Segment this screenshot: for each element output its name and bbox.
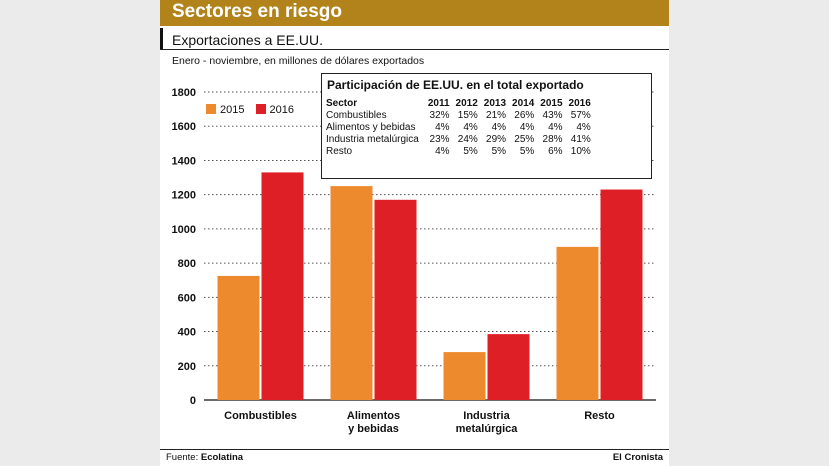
- share-table-header-0: Sector: [326, 98, 358, 109]
- share-table-box: Participación de EE.UU. en el total expo…: [321, 73, 652, 179]
- x-category-label: Combustibles: [224, 410, 297, 422]
- source-label: Fuente:: [166, 452, 199, 463]
- x-category-label: y bebidas: [348, 423, 399, 435]
- bar-2015-2: [330, 186, 373, 400]
- share-table-cell-0-6: 57%: [570, 110, 591, 121]
- y-tick-label: 1200: [172, 190, 196, 202]
- share-table-header-3: 2013: [483, 98, 507, 109]
- source-name: Ecolatina: [200, 452, 244, 463]
- bar-2016-1: [261, 172, 304, 400]
- legend-label-2016: 2016: [269, 104, 295, 116]
- x-category-label: Resto: [584, 410, 615, 422]
- share-table-cell-2-6: 41%: [570, 134, 591, 145]
- legend-swatch-2016: [255, 104, 266, 114]
- share-table-cell-2-5: 28%: [542, 134, 563, 145]
- share-table: Sector 2011 2012 2013 2014 2015 2016 Combustibl…: [326, 98, 594, 158]
- header-title: Sectores en riesgo: [172, 1, 343, 22]
- y-tick-label: 1000: [172, 224, 196, 236]
- x-category-label: metalúrgica: [456, 423, 519, 435]
- share-table-row: Alimentos y bebidas 4% 4% 4% 4% 4% 4%: [326, 122, 594, 134]
- share-table-title: Participación de EE.UU. en el total expo…: [327, 78, 584, 92]
- share-table-cell-1-6: 4%: [576, 122, 591, 133]
- y-tick-label: 800: [178, 258, 196, 270]
- footer-divider: [160, 449, 669, 450]
- share-table-cell-2-3: 29%: [486, 134, 507, 145]
- y-tick-label: 0: [190, 395, 196, 407]
- share-table-cell-3-1: 4%: [435, 146, 450, 157]
- share-table-cell-0-3: 21%: [486, 110, 507, 121]
- source-note: Fuente: Ecolatina: [166, 452, 243, 463]
- bar-2016-3: [487, 334, 530, 400]
- x-category-label: Alimentos: [347, 410, 400, 422]
- bar-2016-4: [600, 189, 643, 400]
- share-table-header-6: 2016: [568, 98, 591, 109]
- share-table-cell-3-2: 5%: [463, 146, 478, 157]
- share-table-cell-0-4: 26%: [514, 110, 535, 121]
- share-table-header-2: 2012: [455, 98, 478, 109]
- share-table-cell-1-3: 4%: [491, 122, 507, 133]
- bar-2015-1: [217, 275, 260, 400]
- share-table-cell-1-4: 4%: [519, 122, 535, 133]
- y-tick-label: 400: [178, 327, 196, 339]
- bar-2016-2: [374, 199, 417, 400]
- legend-item-2015: 2015: [206, 104, 244, 116]
- chart-legend: 2015 2016: [206, 104, 302, 116]
- legend-item-2016: 2016: [255, 104, 295, 116]
- y-tick-label: 1800: [172, 87, 196, 99]
- chart-description: Enero - noviembre, en millones de dólare…: [172, 55, 425, 67]
- share-table-cell-2-0: Industria metalúrgica: [326, 134, 419, 145]
- legend-label-2015: 2015: [220, 104, 245, 116]
- share-table-cell-3-4: 5%: [519, 146, 535, 157]
- share-table-cell-0-2: 15%: [457, 110, 478, 121]
- bar-chart: 0 200 400 600 800 1000 1200 1400 1600 1800 Combust…: [172, 87, 656, 435]
- share-table-cell-3-5: 6%: [548, 146, 563, 157]
- share-table-cell-3-3: 5%: [491, 146, 507, 157]
- share-table-row: Combustibles 32% 15% 21% 26% 43% 57%: [326, 110, 594, 122]
- bar-2015-4: [556, 246, 599, 400]
- subtitle-divider: [160, 49, 669, 50]
- share-table-header-1: 2011: [427, 98, 450, 109]
- y-tick-label: 1600: [172, 121, 196, 133]
- share-table-cell-1-2: 4%: [463, 122, 478, 133]
- chart-subtitle: Exportaciones a EE.UU.: [172, 32, 323, 48]
- share-table-cell-2-4: 25%: [514, 134, 535, 145]
- share-table-cell-1-0: Alimentos y bebidas: [326, 122, 416, 133]
- bar-2015-3: [443, 352, 486, 400]
- y-tick-label: 1400: [172, 155, 196, 167]
- share-table-cell-0-5: 43%: [542, 110, 563, 121]
- subtitle-marker: [160, 28, 163, 50]
- share-table-cell-1-5: 4%: [548, 122, 563, 133]
- infographic-card: Sectores en riesgo Exportaciones a EE.UU…: [160, 0, 669, 466]
- share-table-cell-1-1: 4%: [435, 122, 450, 133]
- header-bar: Sectores en riesgo: [160, 0, 669, 26]
- share-table-row: Resto 4% 5% 5% 5% 6% 10%: [326, 146, 594, 158]
- share-table-header-5: 2015: [540, 98, 563, 109]
- x-category-label: Industria: [463, 410, 510, 422]
- share-table-cell-2-2: 24%: [457, 134, 478, 145]
- share-table-header-4: 2014: [512, 98, 535, 109]
- share-table-cell-0-0: Combustibles: [326, 110, 387, 121]
- y-tick-label: 600: [178, 292, 196, 304]
- share-table-header-row: Sector 2011 2012 2013 2014 2015 2016: [326, 98, 594, 110]
- y-tick-label: 200: [178, 361, 196, 373]
- share-table-cell-0-1: 32%: [429, 110, 450, 121]
- share-table-cell-2-1: 23%: [429, 134, 450, 145]
- publisher-credit: El Cronista: [612, 452, 663, 463]
- share-table-cell-3-6: 10%: [570, 146, 591, 157]
- share-table-cell-3-0: Resto: [326, 146, 353, 157]
- share-table-row: Industria metalúrgica 23% 24% 29% 25% 28% 41%: [326, 134, 594, 146]
- legend-swatch-2015: [206, 104, 216, 114]
